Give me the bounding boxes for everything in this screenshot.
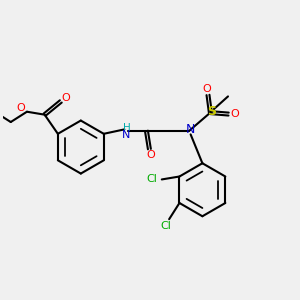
Text: S: S [207, 105, 216, 118]
Text: O: O [202, 84, 211, 94]
Text: Cl: Cl [161, 221, 172, 231]
Text: N: N [186, 123, 195, 136]
Text: O: O [146, 150, 155, 160]
Text: O: O [231, 109, 239, 119]
Text: N: N [122, 130, 130, 140]
Text: H: H [123, 123, 130, 133]
Text: Cl: Cl [146, 174, 157, 184]
Text: O: O [62, 94, 70, 103]
Text: O: O [17, 103, 26, 113]
